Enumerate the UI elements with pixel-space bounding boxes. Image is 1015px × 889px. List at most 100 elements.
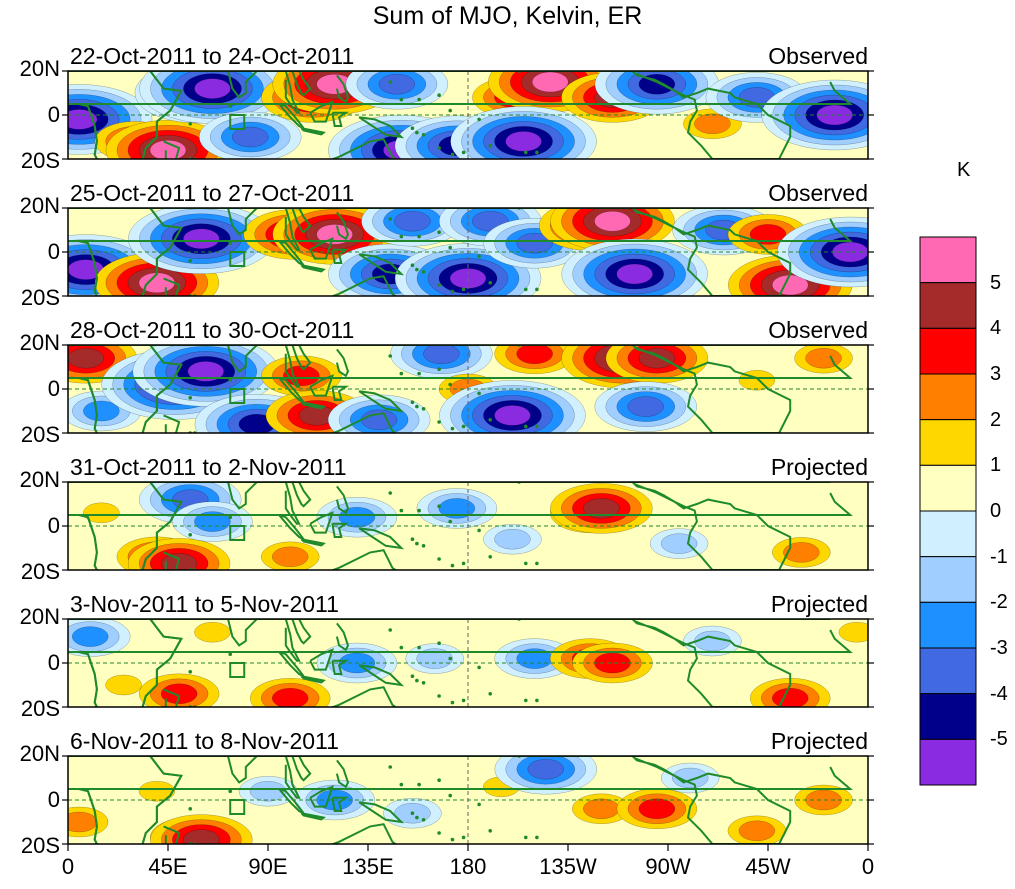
coastline xyxy=(330,549,398,570)
coastline xyxy=(331,796,350,812)
anomaly-contour xyxy=(183,829,220,844)
anomaly-contour xyxy=(83,400,120,422)
panel-status: Projected xyxy=(770,454,868,480)
island xyxy=(417,508,421,513)
y-tick-label: 20N xyxy=(19,330,60,355)
anomaly-contour xyxy=(68,811,98,833)
y-tick-label: 20N xyxy=(19,741,60,766)
x-tick-label: 45W xyxy=(745,854,791,879)
island xyxy=(410,126,415,130)
anomaly-contour xyxy=(616,263,653,285)
island xyxy=(437,831,441,835)
island xyxy=(437,146,441,150)
coastline xyxy=(331,248,350,264)
island xyxy=(523,698,528,703)
panel-date-range: 6-Nov-2011 to 8-Nov-2011 xyxy=(70,728,339,754)
island xyxy=(448,245,453,250)
anomaly-contour xyxy=(694,113,731,135)
island xyxy=(410,674,415,678)
island xyxy=(410,263,415,268)
coastline xyxy=(335,348,350,378)
colorbar-swatch xyxy=(919,738,977,786)
coastline xyxy=(163,277,181,296)
coastline xyxy=(68,345,183,433)
colorbar-swatch xyxy=(919,419,977,466)
coastline xyxy=(335,211,350,241)
coastline xyxy=(358,116,405,139)
island xyxy=(437,230,441,234)
anomaly-contour xyxy=(194,621,231,643)
x-tick-label: 0 xyxy=(861,854,875,879)
anomaly-contour xyxy=(187,361,225,382)
anomaly-contour xyxy=(805,347,842,369)
panel-status: Projected xyxy=(770,591,868,617)
island xyxy=(477,665,481,670)
island xyxy=(448,382,453,387)
coastline xyxy=(358,801,405,824)
island xyxy=(410,537,415,541)
coastline xyxy=(331,659,350,675)
y-tick-label: 0 xyxy=(47,787,60,812)
island xyxy=(448,519,453,524)
island xyxy=(523,150,528,155)
coastline xyxy=(284,208,301,251)
anomaly-contour xyxy=(638,798,676,820)
island xyxy=(488,555,493,559)
x-tick-label: 180 xyxy=(449,854,487,879)
coastline xyxy=(163,688,181,707)
island xyxy=(421,270,426,274)
island xyxy=(228,378,233,383)
island xyxy=(477,802,481,807)
island xyxy=(523,561,528,566)
island xyxy=(535,150,539,155)
island xyxy=(421,818,426,822)
coastline xyxy=(300,264,326,273)
colorbar-units: K xyxy=(957,159,971,181)
island xyxy=(228,652,233,656)
island xyxy=(421,544,426,548)
island xyxy=(415,267,419,272)
anomaly-contour xyxy=(627,396,665,417)
anomaly-contour xyxy=(527,758,565,780)
coastline xyxy=(631,619,792,707)
coastline xyxy=(358,390,405,413)
island xyxy=(399,371,404,376)
anomaly-contour xyxy=(394,210,431,232)
coastline xyxy=(291,345,312,371)
coastline xyxy=(331,385,350,401)
anomaly-contour xyxy=(738,820,776,842)
island xyxy=(188,122,193,126)
island xyxy=(461,698,466,703)
coastline xyxy=(291,756,312,782)
island xyxy=(415,678,419,683)
anomaly-contour xyxy=(83,502,120,524)
island xyxy=(421,681,426,685)
island xyxy=(437,641,441,645)
coastline xyxy=(331,111,350,127)
coastline xyxy=(631,71,792,159)
island xyxy=(461,150,466,155)
y-tick-label: 20S xyxy=(20,696,60,721)
island xyxy=(535,287,539,292)
island xyxy=(399,234,404,239)
coastline xyxy=(330,823,398,844)
coastline xyxy=(300,538,326,547)
panel-status: Observed xyxy=(768,43,868,69)
island xyxy=(448,656,453,661)
coastline xyxy=(631,208,792,296)
island xyxy=(523,424,528,429)
island xyxy=(437,283,441,287)
anomaly-contour xyxy=(594,210,631,232)
island xyxy=(188,396,193,400)
anomaly-contour xyxy=(68,347,105,369)
coastline xyxy=(300,401,326,410)
colorbar-level-label: -2 xyxy=(990,591,1008,614)
panel-date-range: 22-Oct-2011 to 24-Oct-2011 xyxy=(70,43,355,69)
island xyxy=(399,97,404,102)
anomaly-contour xyxy=(160,683,198,705)
colorbar-swatch xyxy=(919,647,977,695)
anomaly-contour xyxy=(338,506,376,528)
colorbar-swatch xyxy=(919,373,977,421)
